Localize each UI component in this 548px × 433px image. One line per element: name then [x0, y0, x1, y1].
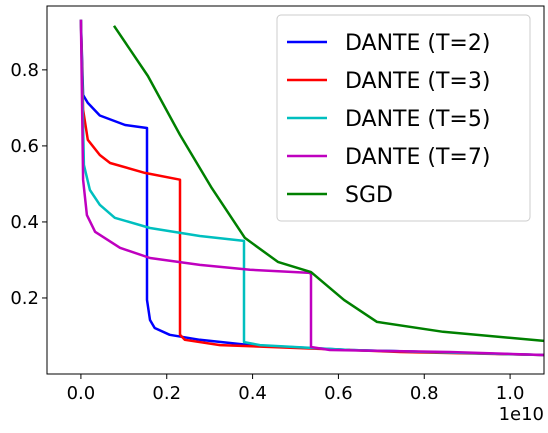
x-tick-label: 0.2 [152, 383, 181, 404]
y-tick-label: 0.2 [10, 288, 39, 309]
series-line [79, 19, 544, 357]
legend-label: DANTE (T=7) [345, 145, 490, 170]
y-tick-label: 0.4 [10, 212, 39, 233]
series-line [112, 25, 544, 343]
legend-label: SGD [345, 183, 393, 208]
x-tick-label: 0.6 [324, 383, 353, 404]
y-tick-label: 0.8 [10, 60, 39, 81]
x-tick-label: 0.8 [410, 383, 439, 404]
legend-label: DANTE (T=3) [345, 69, 490, 94]
plot-area [79, 19, 544, 357]
series-line [79, 19, 544, 357]
series-line [79, 19, 544, 357]
x-tick-label: 1.0 [496, 383, 525, 404]
legend-label: DANTE (T=2) [345, 31, 490, 56]
x-tick-label: 0.4 [238, 383, 267, 404]
x-tick-label: 0.0 [67, 383, 96, 404]
legend-box [276, 14, 531, 222]
plot-frame [46, 5, 545, 375]
legend-label: DANTE (T=5) [345, 107, 490, 132]
x-offset-label: 1e10 [499, 404, 544, 425]
y-tick-label: 0.6 [10, 136, 39, 157]
